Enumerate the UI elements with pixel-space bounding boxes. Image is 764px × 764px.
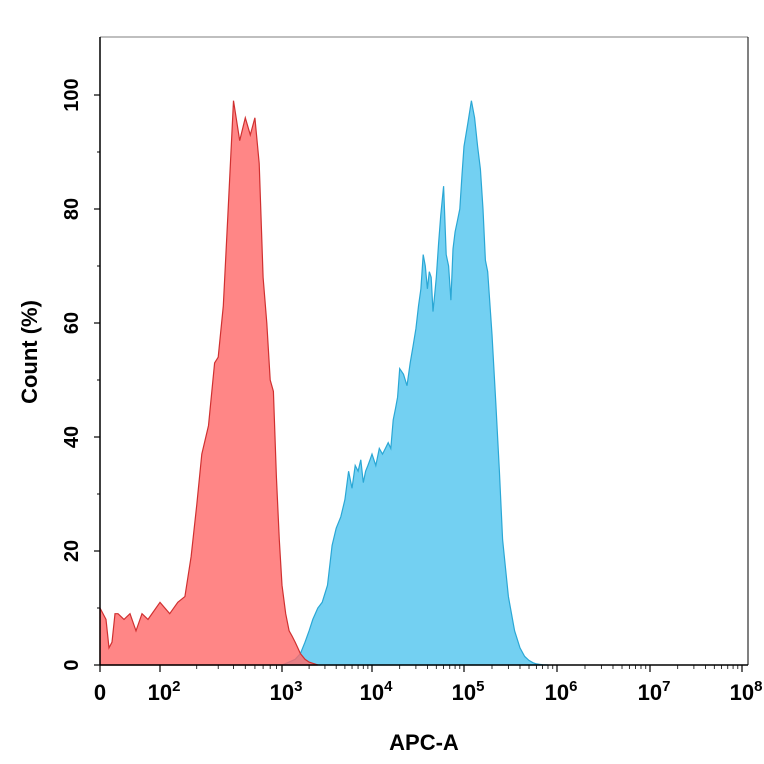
x-tick-label: 107 [638,678,671,705]
x-tick-label: 103 [270,678,303,705]
y-tick-label: 20 [61,540,83,562]
axis-labels: 0 20 40 60 80 100 0 102 103 104 105 106 107 108 [61,78,762,705]
y-tick-label: 60 [61,312,83,334]
histogram-area-control [99,100,318,666]
histogram-area-target [281,100,549,666]
x-tick-label: 105 [452,678,485,705]
x-tick-label: 108 [730,678,763,705]
plot-area [99,100,549,666]
x-tick-label: 106 [545,678,578,705]
x-tick-label: 102 [148,678,181,705]
y-tick-label: 100 [61,78,83,111]
x-tick-label: 104 [360,678,393,705]
y-tick-label: 80 [61,198,83,220]
x-axis-title: APC-A [389,730,459,755]
x-tick-label: 0 [94,680,106,705]
y-tick-label: 40 [61,426,83,448]
y-tick-label: 0 [61,659,83,670]
axes [94,36,749,672]
y-axis-title: Count (%) [17,300,42,404]
